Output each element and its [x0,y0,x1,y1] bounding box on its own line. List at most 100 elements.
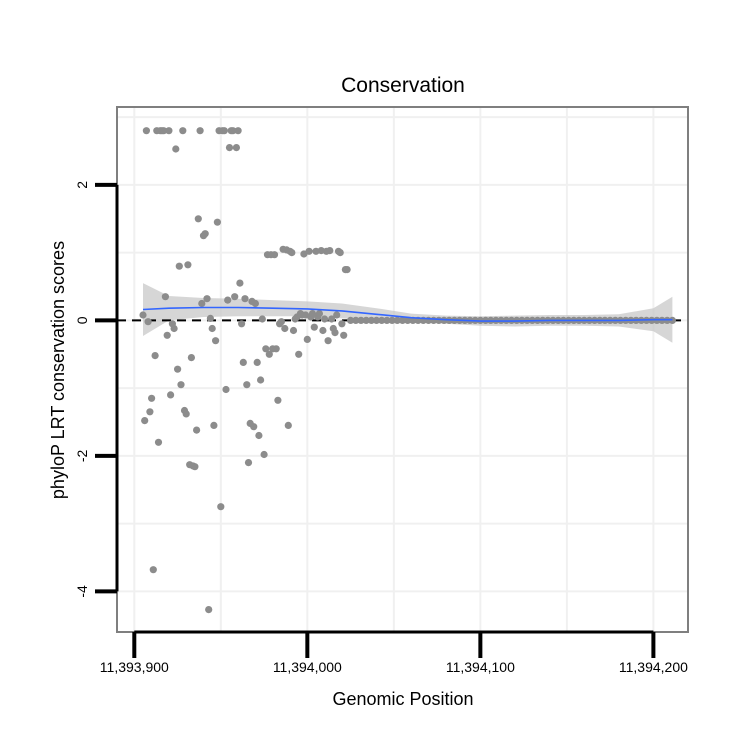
data-point [367,316,375,324]
data-point [175,262,183,270]
data-point [139,311,147,319]
data-point [250,423,258,431]
data-point [193,426,201,434]
data-point [404,316,412,324]
data-point [170,324,178,333]
data-point [194,215,202,223]
data-point [167,391,175,399]
data-point [174,365,182,373]
data-point [238,320,246,328]
data-point [272,345,280,353]
data-point [222,385,230,394]
data-point [331,329,339,337]
data-point [182,410,190,418]
data-point [347,316,355,324]
axes-group: 11,393,900 11,394,000 11,394,100 11,394,200… [74,181,688,675]
data-point [319,326,327,335]
smooth-line-group [142,306,673,322]
data-point [149,566,157,574]
data-point [144,318,152,326]
data-point [229,127,237,135]
data-point [270,251,279,259]
data-point [303,335,311,343]
data-point [187,354,195,362]
data-point [154,438,163,446]
data-point [336,249,344,257]
data-point [172,145,180,153]
data-point [244,459,253,467]
data-point [217,503,225,511]
data-point [357,316,365,324]
data-point [310,323,318,331]
y-axis-label: phyloP LRT conservation scores [48,241,68,499]
data-point [179,127,187,135]
smooth-fit-line [142,306,673,322]
data-point [372,316,381,324]
data-point [253,358,261,366]
data-point [220,127,228,135]
data-point [265,350,273,358]
data-point [148,394,156,402]
data-point [440,316,448,324]
data-point [243,381,251,389]
data-point [255,431,263,440]
y-tick-label: -4 [74,585,90,598]
x-tick-label: 11,394,100 [446,659,515,675]
data-point [284,421,292,429]
data-point [142,127,150,135]
grid-lines [117,107,688,632]
data-point [201,230,209,238]
y-tick-label: 2 [74,181,90,189]
data-point [196,127,204,135]
data-point [398,316,407,324]
x-axis-label: Genomic Position [332,689,473,709]
data-point [340,331,348,339]
data-point [324,337,332,345]
data-point [321,315,329,323]
data-point [328,315,336,323]
data-point [352,316,360,324]
data-point [234,127,242,135]
data-point [224,296,232,304]
data-point [146,408,154,416]
data-point [378,316,386,324]
data-point [210,421,218,429]
data-point [326,247,334,255]
data-point [274,396,282,404]
data-point [206,314,214,322]
data-point [212,337,220,345]
chart-title: Conservation [341,74,465,97]
data-point [205,606,213,614]
data-point [208,324,216,333]
data-point [288,249,296,257]
data-point [388,316,396,324]
data-point [343,266,351,274]
data-point [141,417,149,425]
data-point [289,326,298,335]
data-point [165,127,173,135]
data-point [393,316,401,324]
x-tick-label: 11,394,000 [273,659,342,675]
data-point [383,316,391,324]
data-point [163,331,171,339]
data-point [151,352,159,360]
data-point [251,299,259,308]
data-point [257,376,265,384]
data-point [191,463,199,471]
y-tick-label: 0 [74,316,90,324]
data-point [239,358,247,366]
data-point [241,295,249,303]
data-points-group [139,127,677,614]
data-point [295,350,303,358]
data-point [213,218,221,226]
data-point [258,315,266,323]
data-point [315,310,323,318]
confidence-band [143,283,673,343]
data-point [232,144,240,152]
data-point [277,318,285,326]
data-point [198,299,206,308]
data-point [184,261,192,269]
